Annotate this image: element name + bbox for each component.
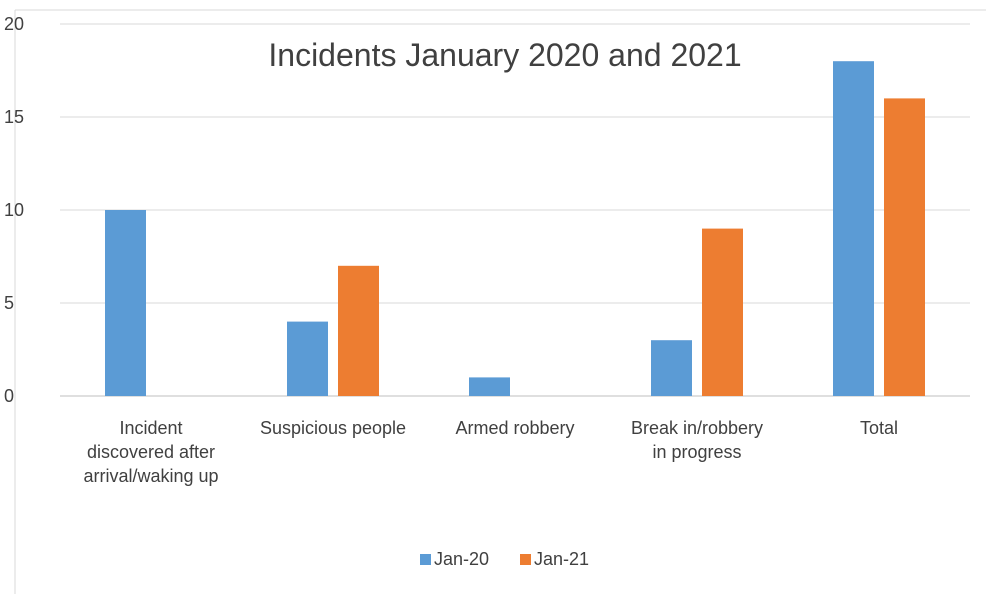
x-category-label: Incident discovered after arrival/waking u… [83,418,218,486]
chart-frame [14,9,986,594]
x-category-label: Total [860,418,898,438]
legend-swatch-jan-21 [520,554,531,565]
x-category-label: Break in/robbery in progress [631,418,763,462]
bar-jan-21-4 [884,98,925,397]
bar-jan-21-3 [702,228,743,396]
legend-label-jan-21: Jan-21 [534,549,589,569]
y-tick-label: 0 [4,386,14,406]
legend-label-jan-20: Jan-20 [434,549,489,569]
bar-jan-20-2 [469,377,510,396]
bar-jan-20-1 [287,321,328,396]
x-category-label: Armed robbery [455,418,574,438]
x-category-label: Suspicious people [260,418,406,438]
legend: Jan-20 Jan-21 [420,549,589,569]
legend-swatch-jan-20 [420,554,431,565]
bar-jan-21-1 [338,265,379,396]
x-axis-labels: Incident discovered after arrival/waking u… [83,418,898,486]
bars [105,61,925,397]
y-tick-label: 20 [4,14,24,34]
y-axis-ticks: 0 5 10 15 20 [4,14,24,406]
chart-title: Incidents January 2020 and 2021 [268,37,741,73]
bar-jan-20-0 [105,210,146,396]
gridlines [60,23,970,397]
y-tick-label: 15 [4,107,24,127]
bar-jan-20-3 [651,340,692,396]
y-tick-label: 10 [4,200,24,220]
bar-jan-20-4 [833,61,874,396]
y-tick-label: 5 [4,293,14,313]
